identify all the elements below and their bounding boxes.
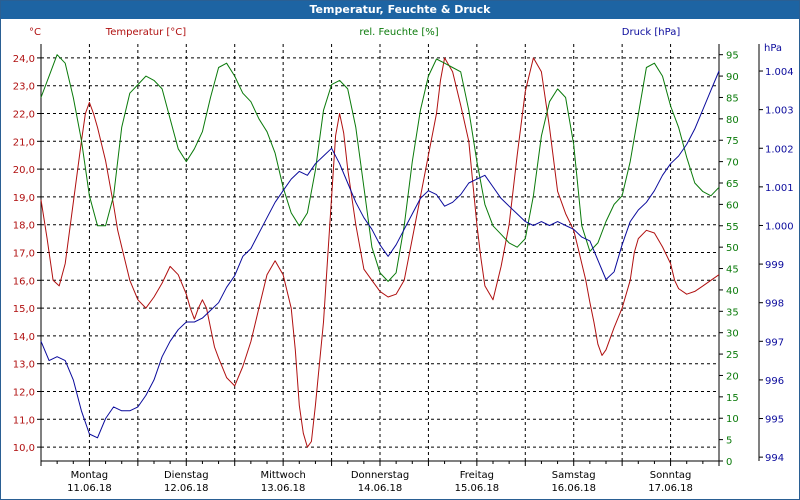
humidity-tick-label: 70	[726, 158, 739, 169]
pressure-tick-label: 1.004	[765, 67, 794, 78]
humidity-tick-label: 60	[726, 200, 739, 211]
humidity-tick-label: 5	[726, 436, 732, 447]
humidity-series-line	[40, 54, 720, 282]
pressure-tick-label: 1.001	[765, 183, 794, 194]
humidity-tick-label: 55	[726, 222, 739, 233]
humidity-tick-label: 40	[726, 286, 739, 297]
humidity-tick-label: 30	[726, 329, 739, 340]
temperature-tick-label: 17,0	[13, 249, 35, 260]
pressure-tick-label: 999	[765, 260, 784, 271]
humidity-tick-label: 90	[726, 72, 739, 83]
humidity-tick-label: 85	[726, 93, 739, 104]
date-label: 14.06.18	[358, 483, 403, 494]
pressure-tick-label: 994	[765, 453, 784, 464]
temperature-tick-label: 21,0	[13, 137, 35, 148]
temperature-axis-title: Temperatur [°C]	[105, 27, 186, 38]
temperature-tick-label: 13,0	[13, 360, 35, 371]
temperature-tick-label: 10,0	[13, 443, 35, 454]
temperature-tick-label: 15,0	[13, 304, 35, 315]
day-label: Sonntag	[650, 470, 692, 481]
day-label: Donnerstag	[351, 470, 409, 481]
grid-lines	[41, 44, 719, 461]
humidity-tick-label: 50	[726, 243, 739, 254]
pressure-tick-label: 1.000	[765, 221, 794, 232]
temperature-unit-label: °C	[29, 27, 41, 38]
pressure-tick-label: 1.002	[765, 144, 794, 155]
humidity-tick-label: 10	[726, 414, 739, 425]
humidity-tick-label: 35	[726, 307, 739, 318]
window-title: Temperatur, Feuchte & Druck	[1, 1, 799, 19]
pressure-tick-label: 995	[765, 415, 784, 426]
date-label: 16.06.18	[551, 483, 596, 494]
temperature-tick-label: 12,0	[13, 388, 35, 399]
temperature-series-line	[40, 57, 720, 448]
temperature-tick-label: 19,0	[13, 193, 35, 204]
date-label: 15.06.18	[455, 483, 500, 494]
temperature-tick-label: 24,0	[13, 54, 35, 65]
axes	[37, 44, 763, 466]
day-label: Freitag	[460, 470, 494, 481]
humidity-tick-label: 80	[726, 115, 739, 126]
humidity-tick-label: 25	[726, 350, 739, 361]
humidity-tick-label: 95	[726, 51, 739, 62]
day-label: Mittwoch	[260, 470, 305, 481]
temperature-tick-label: 16,0	[13, 276, 35, 287]
temperature-tick-label: 14,0	[13, 332, 35, 343]
axis-labels: 10,0 11,0 12,0 13,0 14,0 15,0 16,0 17,0 18,0 19,0…	[13, 27, 794, 494]
humidity-axis-title: rel. Feuchte [%]	[359, 27, 438, 38]
day-label: Dienstag	[164, 470, 209, 481]
humidity-tick-label: 75	[726, 136, 739, 147]
day-label: Montag	[71, 470, 108, 481]
pressure-tick-label: 997	[765, 337, 784, 348]
temperature-tick-label: 18,0	[13, 221, 35, 232]
temperature-tick-label: 22,0	[13, 110, 35, 121]
date-label: 17.06.18	[648, 483, 693, 494]
temperature-tick-label: 20,0	[13, 165, 35, 176]
pressure-tick-label: 996	[765, 376, 784, 387]
data-series	[40, 54, 720, 448]
humidity-tick-label: 0	[726, 457, 732, 468]
pressure-unit-label: hPa	[764, 43, 782, 54]
pressure-tick-label: 1.003	[765, 106, 794, 117]
pressure-axis-title: Druck [hPa]	[622, 27, 681, 38]
humidity-tick-label: 65	[726, 179, 739, 190]
chart-canvas: 10,0 11,0 12,0 13,0 14,0 15,0 16,0 17,0 18,0 19,0…	[13, 27, 794, 494]
day-label: Samstag	[552, 470, 596, 481]
pressure-tick-label: 998	[765, 299, 784, 310]
humidity-tick-label: 45	[726, 265, 739, 276]
pressure-series-line	[40, 70, 720, 439]
humidity-tick-label: 15	[726, 393, 739, 404]
temperature-tick-label: 11,0	[13, 415, 35, 426]
temperature-tick-label: 23,0	[13, 82, 35, 93]
humidity-tick-label: 20	[726, 371, 739, 382]
date-label: 11.06.18	[67, 483, 112, 494]
date-label: 13.06.18	[261, 483, 306, 494]
date-label: 12.06.18	[164, 483, 209, 494]
